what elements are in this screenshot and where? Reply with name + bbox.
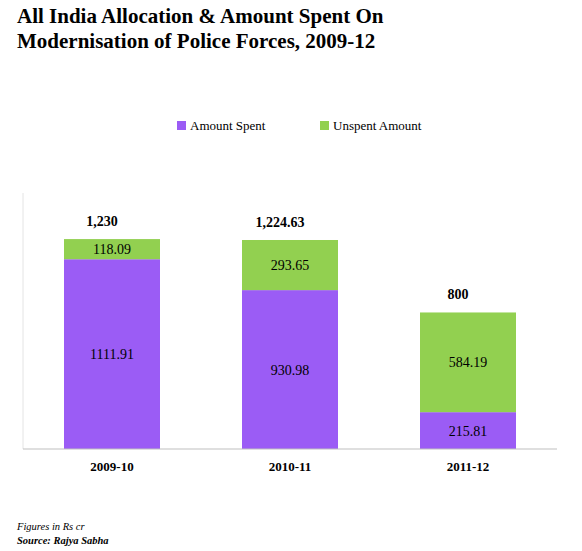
legend-swatch [320, 121, 329, 130]
total-label: 1,224.63 [256, 215, 305, 230]
data-label: 293.65 [271, 258, 310, 273]
bar [64, 259, 160, 449]
bar [242, 240, 338, 290]
legend-label: Amount Spent [190, 118, 266, 133]
title: All India Allocation & Amount Spent On M… [17, 4, 487, 54]
bars [64, 239, 516, 449]
data-label: 215.81 [449, 424, 488, 439]
x-axis-line [23, 449, 557, 450]
total-label: 800 [448, 287, 469, 302]
footnote: Figures in Rs cr [16, 521, 85, 532]
chart: 1111.91 118.09 1,230 930.98 293.65 1,224.63 21… [0, 0, 582, 551]
data-labels: 1111.91 118.09 1,230 930.98 293.65 1,224.63 21… [86, 214, 487, 439]
x-tick-label: 2011-12 [447, 459, 490, 474]
bar [242, 290, 338, 449]
data-label: 930.98 [271, 363, 310, 378]
total-label: 1,230 [86, 214, 118, 229]
legend-swatch [177, 121, 186, 130]
legend: Amount Spent Unspent Amount [177, 118, 422, 133]
x-tick-label: 2010-11 [269, 459, 312, 474]
bar [420, 412, 516, 449]
bar [420, 312, 516, 412]
footnote: Source: Rajya Sabha [17, 535, 109, 546]
data-label: 584.19 [449, 355, 488, 370]
data-label: 1111.91 [90, 347, 134, 362]
legend-label: Unspent Amount [333, 118, 422, 133]
data-label: 118.09 [93, 242, 131, 257]
x-tick-label: 2009-10 [90, 459, 133, 474]
y-axis-line [23, 193, 24, 449]
bar [64, 239, 160, 259]
